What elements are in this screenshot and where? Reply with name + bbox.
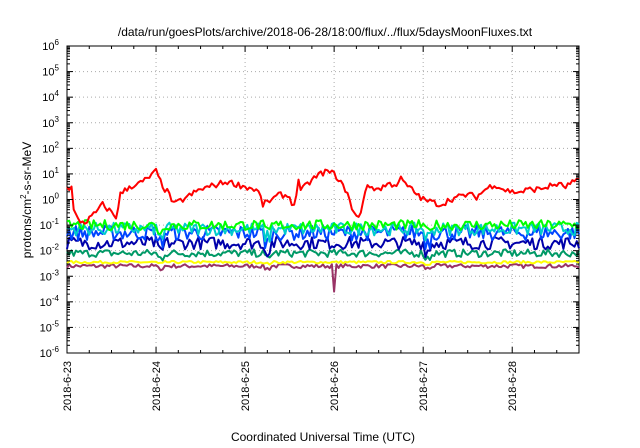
y-tick-label-exp: -2 bbox=[52, 243, 60, 252]
x-axis-ticks: 2018-6-23 2018-6-24 2018-6-25 2018-6-26 2018… bbox=[62, 46, 558, 411]
series-line bbox=[66, 167, 580, 225]
y-tick-label-base: 10 bbox=[40, 297, 52, 309]
y-tick-label-exp: -5 bbox=[52, 319, 60, 328]
y-tick-label: 106 bbox=[42, 38, 59, 53]
x-tick-label: 2018-6-28 bbox=[507, 361, 519, 411]
y-axis-label-main: protons/cm bbox=[20, 199, 34, 258]
series-line bbox=[66, 263, 580, 293]
x-tick-label: 2018-6-23 bbox=[62, 361, 74, 411]
y-axis-label-tail: -s-sr-MeV bbox=[20, 142, 34, 195]
y-tick-label: 10-2 bbox=[40, 243, 60, 258]
series-line bbox=[66, 259, 580, 266]
y-tick-label: 105 bbox=[42, 64, 59, 79]
y-tick-label-base: 10 bbox=[40, 348, 52, 360]
y-tick-label-exp: 0 bbox=[55, 192, 60, 201]
grid-lines bbox=[67, 46, 579, 353]
x-tick-label: 2018-6-24 bbox=[151, 361, 163, 411]
y-tick-label: 10-1 bbox=[40, 217, 60, 232]
y-tick-label-base: 10 bbox=[42, 41, 54, 53]
y-tick-label-exp: 5 bbox=[55, 64, 60, 73]
y-axis-label-sup: 2 bbox=[19, 194, 28, 199]
y-tick-label-base: 10 bbox=[42, 118, 54, 130]
x-axis-label: Coordinated Universal Time (UTC) bbox=[231, 430, 415, 444]
y-tick-label-base: 10 bbox=[42, 195, 54, 207]
y-tick-label: 10-6 bbox=[40, 345, 60, 360]
y-tick-label-exp: 1 bbox=[55, 166, 60, 175]
y-axis-ticks: 10-610-510-410-310-210-11001011021031041… bbox=[40, 38, 579, 360]
y-tick-label-base: 10 bbox=[42, 67, 54, 79]
y-tick-label: 103 bbox=[42, 115, 59, 130]
y-tick-label-base: 10 bbox=[40, 246, 52, 258]
chart-title: /data/run/goesPlots/archive/2018-06-28/1… bbox=[118, 25, 533, 39]
series-line bbox=[66, 248, 580, 262]
y-tick-label-base: 10 bbox=[40, 271, 52, 283]
y-tick-label: 10-5 bbox=[40, 319, 60, 334]
x-tick-label: 2018-6-27 bbox=[418, 361, 430, 411]
series-line bbox=[66, 219, 580, 235]
y-tick-label-base: 10 bbox=[42, 143, 54, 155]
y-tick-label-exp: -1 bbox=[52, 217, 60, 226]
y-tick-label: 10-4 bbox=[40, 294, 60, 309]
y-tick-label: 10-3 bbox=[40, 268, 60, 283]
y-tick-label-base: 10 bbox=[40, 322, 52, 334]
x-tick-label: 2018-6-25 bbox=[240, 361, 252, 411]
y-tick-label-exp: 2 bbox=[55, 140, 60, 149]
y-tick-label-exp: -6 bbox=[52, 345, 60, 354]
data-series bbox=[66, 167, 580, 293]
y-tick-label-exp: 3 bbox=[55, 115, 60, 124]
y-tick-label-exp: 4 bbox=[55, 89, 60, 98]
y-tick-label: 101 bbox=[42, 166, 59, 181]
y-tick-label: 104 bbox=[42, 89, 59, 104]
y-tick-label: 100 bbox=[42, 192, 59, 207]
y-tick-label-exp: -4 bbox=[52, 294, 60, 303]
y-tick-label-exp: -3 bbox=[52, 268, 60, 277]
y-tick-label-base: 10 bbox=[42, 92, 54, 104]
y-tick-label-exp: 6 bbox=[55, 38, 60, 47]
y-axis-label: protons/cm2-s-sr-MeV bbox=[19, 142, 34, 258]
x-tick-label: 2018-6-26 bbox=[329, 361, 341, 411]
y-tick-label-base: 10 bbox=[40, 220, 52, 232]
y-tick-label: 102 bbox=[42, 140, 59, 155]
y-tick-label-base: 10 bbox=[42, 169, 54, 181]
